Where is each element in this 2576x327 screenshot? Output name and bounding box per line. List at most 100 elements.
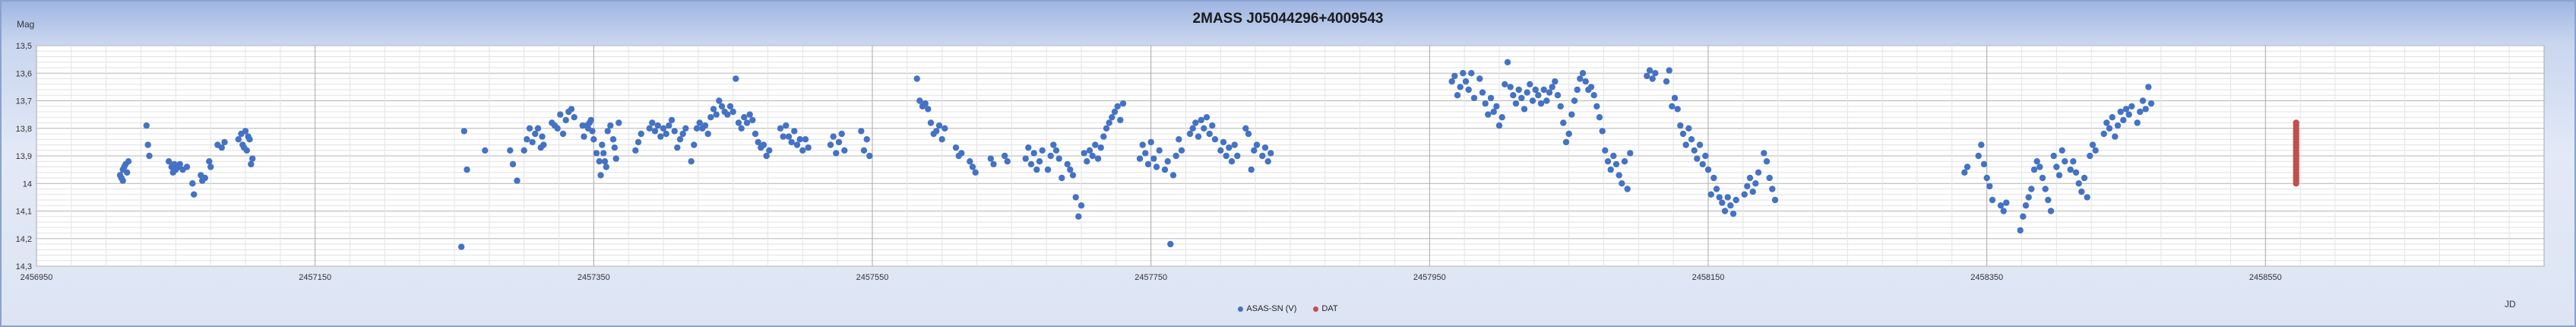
asassn-point: [1624, 186, 1631, 192]
asassn-point: [1217, 147, 1224, 154]
asassn-point: [733, 75, 739, 82]
asassn-point: [1771, 196, 1779, 204]
asassn-point: [1685, 125, 1692, 132]
asassn-point: [2067, 166, 2074, 173]
asassn-point: [2081, 174, 2088, 182]
asassn-point: [1512, 100, 1520, 107]
asassn-point: [925, 106, 932, 113]
asassn-point: [2103, 119, 2110, 126]
asassn-point: [1574, 86, 1581, 94]
asassn-point: [593, 150, 600, 157]
asassn-point: [1552, 78, 1559, 85]
asassn-point: [710, 106, 717, 113]
asassn-point: [1627, 150, 1634, 157]
asassn-point: [609, 136, 617, 143]
y-tick-label: 13,8: [16, 125, 32, 134]
asassn-point: [2092, 147, 2099, 154]
asassn-point: [746, 111, 753, 118]
asassn-point: [1468, 70, 1475, 77]
asassn-point: [763, 152, 770, 160]
asassn-point: [1100, 133, 1107, 140]
asassn-point: [532, 130, 539, 138]
asassn-point: [2087, 152, 2093, 160]
asassn-point: [2125, 111, 2132, 118]
asassn-point: [791, 128, 798, 135]
asassn-point: [1089, 152, 1096, 160]
asassn-point: [2062, 158, 2068, 165]
asassn-point: [933, 128, 940, 135]
asassn-point: [143, 122, 150, 129]
asassn-point: [557, 111, 564, 118]
asassn-point: [835, 138, 843, 146]
asassn-point: [1206, 130, 1213, 138]
asassn-point: [1092, 141, 1099, 148]
asassn-point: [1047, 152, 1054, 160]
asassn-point: [1652, 70, 1659, 77]
asassn-point: [1527, 81, 1533, 88]
asassn-point: [1479, 89, 1486, 96]
asassn-point: [562, 116, 569, 124]
asassn-point: [1554, 92, 1562, 99]
asassn-point: [987, 155, 995, 162]
asassn-point: [1136, 155, 1144, 162]
asassn-point: [649, 119, 656, 126]
asassn-point: [1543, 97, 1550, 104]
asassn-point: [1487, 94, 1495, 102]
asassn-point: [603, 164, 609, 170]
asassn-point: [671, 128, 678, 135]
y-tick-label: 14: [23, 179, 32, 189]
asassn-point: [651, 128, 659, 135]
asassn-point: [1696, 141, 1704, 148]
asassn-point: [1682, 141, 1689, 148]
asassn-point: [922, 100, 929, 107]
asassn-point: [752, 130, 759, 138]
asassn-point: [206, 158, 213, 165]
asassn-point: [1172, 152, 1179, 160]
asassn-point: [612, 155, 619, 162]
asassn-point: [1111, 108, 1119, 116]
asassn-point: [1264, 158, 1271, 165]
asassn-point: [927, 119, 935, 126]
asassn-point: [1482, 100, 1489, 107]
asassn-point: [958, 150, 965, 157]
asassn-point: [2084, 194, 2090, 201]
asassn-point: [1602, 147, 1609, 154]
legend-item: DAT: [1313, 304, 1338, 313]
asassn-point: [2072, 169, 2080, 176]
asassn-point: [1209, 122, 1216, 129]
asassn-point: [1198, 116, 1204, 124]
asassn-point: [1674, 106, 1681, 113]
asassn-point: [1253, 141, 1261, 148]
asassn-point: [460, 128, 467, 135]
asassn-point: [1590, 92, 1597, 99]
asassn-point: [830, 133, 837, 140]
asassn-point: [596, 158, 603, 165]
asassn-point: [935, 122, 943, 129]
asassn-point: [2025, 194, 2032, 201]
asassn-point: [507, 147, 514, 154]
asassn-point: [118, 174, 125, 182]
asassn-point: [1189, 125, 1196, 132]
asassn-point: [1201, 125, 1207, 132]
asassn-point: [1621, 158, 1628, 165]
asassn-point: [1964, 164, 1971, 170]
asassn-point: [1616, 172, 1622, 179]
asassn-point: [741, 114, 748, 121]
asassn-point: [2036, 164, 2043, 170]
asassn-point: [1448, 78, 1455, 85]
asassn-point: [1504, 59, 1511, 66]
asassn-point: [1211, 136, 1219, 143]
asassn-point: [1044, 166, 1052, 173]
asassn-point: [2042, 186, 2049, 192]
asassn-point: [1596, 114, 1603, 121]
asassn-point: [1716, 194, 1723, 201]
asassn-point: [783, 122, 790, 129]
asassn-point: [679, 130, 686, 138]
asassn-point: [838, 130, 845, 138]
asassn-point: [766, 147, 773, 154]
asassn-point: [691, 141, 698, 148]
asassn-point: [657, 133, 664, 140]
asassn-point: [1050, 141, 1057, 148]
asassn-point: [1755, 169, 1762, 176]
